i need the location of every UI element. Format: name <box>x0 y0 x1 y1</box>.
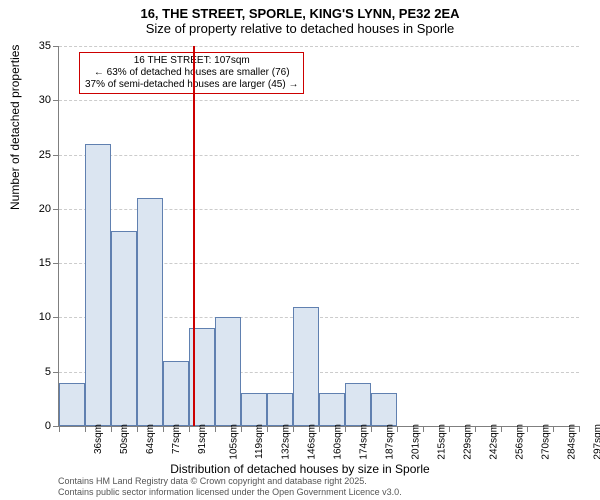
y-tick-label: 20 <box>39 203 51 215</box>
x-tick <box>501 426 502 432</box>
x-tick <box>579 426 580 432</box>
x-tick <box>267 426 268 432</box>
y-tick-label: 30 <box>39 94 51 106</box>
x-tick <box>527 426 528 432</box>
x-axis-title: Distribution of detached houses by size … <box>0 462 600 476</box>
footer-line: Contains public sector information licen… <box>58 487 402 498</box>
x-tick <box>449 426 450 432</box>
x-tick-label: 91sqm <box>197 424 208 454</box>
histogram-bar <box>59 383 85 426</box>
histogram-bar <box>163 361 189 426</box>
x-tick-label: 270sqm <box>541 424 552 460</box>
x-tick <box>319 426 320 432</box>
footer-line: Contains HM Land Registry data © Crown c… <box>58 476 402 487</box>
x-tick-label: 174sqm <box>359 424 370 460</box>
x-tick-label: 77sqm <box>171 424 182 454</box>
y-tick <box>53 155 59 156</box>
y-tick <box>53 372 59 373</box>
y-axis-title: Number of detached properties <box>8 45 22 210</box>
y-tick-label: 10 <box>39 311 51 323</box>
chart-title-block: 16, THE STREET, SPORLE, KING'S LYNN, PE3… <box>0 0 600 36</box>
x-tick-label: 297sqm <box>593 424 600 460</box>
x-tick <box>215 426 216 432</box>
y-tick-label: 5 <box>45 366 51 378</box>
x-tick <box>553 426 554 432</box>
annotation-line: 37% of semi-detached houses are larger (… <box>85 79 298 91</box>
histogram-bar <box>371 393 397 426</box>
y-tick-label: 0 <box>45 420 51 432</box>
x-tick-label: 146sqm <box>307 424 318 460</box>
x-tick-label: 284sqm <box>567 424 578 460</box>
histogram-bar <box>319 393 345 426</box>
x-tick <box>241 426 242 432</box>
x-tick-label: 187sqm <box>385 424 396 460</box>
x-tick <box>293 426 294 432</box>
x-tick <box>137 426 138 432</box>
plot-area: 16 THE STREET: 107sqm ← 63% of detached … <box>58 46 579 427</box>
x-tick <box>111 426 112 432</box>
x-tick-label: 119sqm <box>254 424 265 459</box>
annotation-line: ← 63% of detached houses are smaller (76… <box>85 67 298 79</box>
x-tick <box>345 426 346 432</box>
y-tick <box>53 209 59 210</box>
gridline <box>59 100 579 101</box>
x-tick-label: 256sqm <box>515 424 526 460</box>
histogram-bar <box>345 383 371 426</box>
y-tick-label: 35 <box>39 40 51 52</box>
property-size-chart: 16, THE STREET, SPORLE, KING'S LYNN, PE3… <box>0 0 600 500</box>
x-tick-label: 242sqm <box>489 424 500 460</box>
x-tick-label: 132sqm <box>281 424 292 460</box>
annotation-line: 16 THE STREET: 107sqm <box>85 55 298 67</box>
y-tick-label: 25 <box>39 149 51 161</box>
x-tick-label: 229sqm <box>463 424 474 460</box>
x-tick <box>423 426 424 432</box>
histogram-bar <box>85 144 111 426</box>
y-tick <box>53 317 59 318</box>
histogram-bar <box>111 231 137 426</box>
y-tick <box>53 100 59 101</box>
y-tick-label: 15 <box>39 257 51 269</box>
x-tick <box>397 426 398 432</box>
x-tick <box>371 426 372 432</box>
x-tick-label: 215sqm <box>437 424 448 460</box>
histogram-bar <box>137 198 163 426</box>
x-tick-label: 64sqm <box>145 424 156 454</box>
gridline <box>59 46 579 47</box>
x-tick-label: 201sqm <box>411 424 422 460</box>
x-tick-label: 36sqm <box>93 424 104 454</box>
x-tick <box>85 426 86 432</box>
x-tick-label: 105sqm <box>229 424 240 460</box>
y-tick <box>53 46 59 47</box>
histogram-bar <box>293 307 319 426</box>
reference-line <box>193 46 195 426</box>
x-tick-label: 160sqm <box>333 424 344 460</box>
reference-annotation: 16 THE STREET: 107sqm ← 63% of detached … <box>79 52 304 94</box>
x-tick <box>475 426 476 432</box>
chart-footer: Contains HM Land Registry data © Crown c… <box>58 476 402 498</box>
histogram-bar <box>267 393 293 426</box>
histogram-bar <box>215 317 241 426</box>
gridline <box>59 155 579 156</box>
y-tick <box>53 263 59 264</box>
chart-title-desc: Size of property relative to detached ho… <box>0 21 600 36</box>
x-tick-label: 50sqm <box>119 424 130 454</box>
x-tick <box>163 426 164 432</box>
chart-title-address: 16, THE STREET, SPORLE, KING'S LYNN, PE3… <box>0 6 600 21</box>
histogram-bar <box>241 393 267 426</box>
x-tick <box>59 426 60 432</box>
x-tick <box>189 426 190 432</box>
